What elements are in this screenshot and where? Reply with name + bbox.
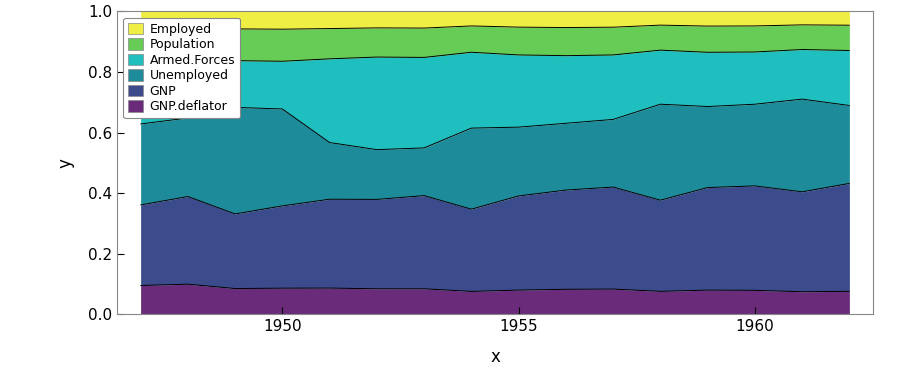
Legend: Employed, Population, Armed.Forces, Unemployed, GNP, GNP.deflator: Employed, Population, Armed.Forces, Unem…: [123, 18, 240, 118]
X-axis label: x: x: [491, 348, 500, 366]
Y-axis label: y: y: [56, 158, 74, 168]
